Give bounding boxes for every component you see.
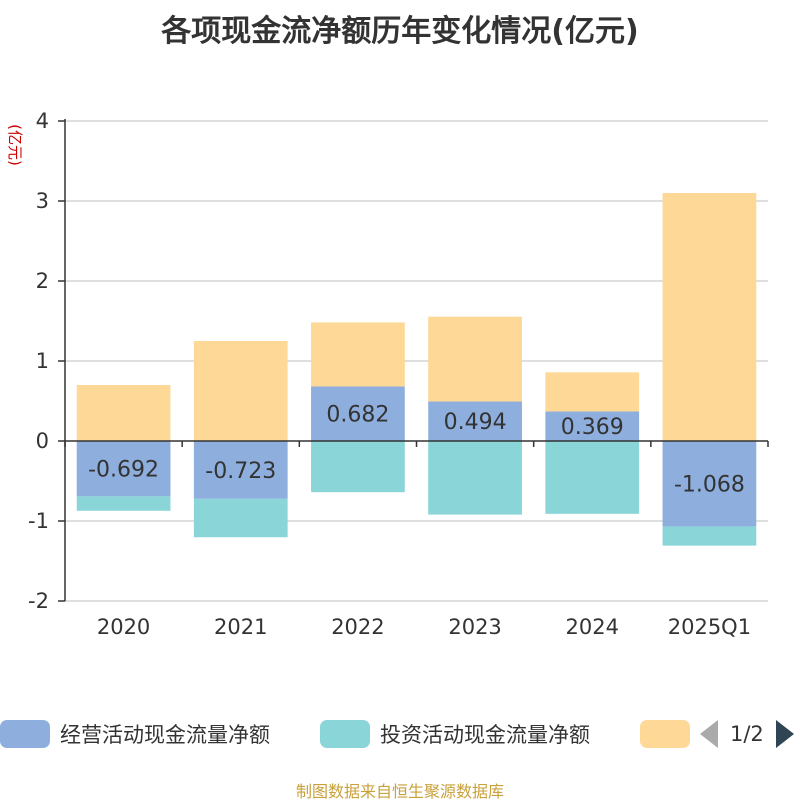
next-page-icon[interactable] <box>775 720 794 748</box>
y-tick-label: 1 <box>36 349 49 373</box>
bar-segment <box>662 441 757 527</box>
bar-segment <box>76 496 171 511</box>
x-tick-label: 2023 <box>448 615 501 639</box>
data-label: -0.692 <box>88 458 159 483</box>
bar-segment <box>428 316 522 402</box>
data-label: 0.494 <box>444 410 507 435</box>
legend-item-financing[interactable] <box>640 716 690 752</box>
bar-segment <box>193 441 288 499</box>
y-tick-label: -1 <box>28 509 49 533</box>
legend-swatch-operating <box>0 720 50 748</box>
legend-pager: 1/2 <box>700 716 794 752</box>
legend-swatch-financing <box>640 720 690 748</box>
bar-segment <box>545 372 640 412</box>
legend-label-operating: 经营活动现金流量净额 <box>60 723 270 747</box>
x-tick-label: 2020 <box>97 615 150 639</box>
legend-page-indicator: 1/2 <box>730 722 764 746</box>
legend-swatch-investing <box>320 720 370 748</box>
y-tick-label: 3 <box>36 189 49 213</box>
data-source-note: 制图数据来自恒生聚源数据库 <box>295 782 504 801</box>
bar-segment <box>311 386 405 441</box>
data-label: 0.369 <box>561 415 624 440</box>
x-tick-label: 2025Q1 <box>668 615 751 639</box>
bar-segment <box>662 193 757 441</box>
bar-segment <box>428 441 522 515</box>
bar-chart: -2 -1 0 1 2 3 4 2020 2021 2022 2023 2024 2025Q1 -0.6… <box>6 109 769 639</box>
legend-item-operating[interactable]: 经营活动现金流量净额 <box>0 716 270 752</box>
bar-segment <box>193 341 288 441</box>
y-tick-label: -2 <box>28 589 49 613</box>
bar-segment <box>545 411 640 441</box>
data-label: 0.682 <box>326 403 389 428</box>
x-tick-label: 2022 <box>331 615 384 639</box>
bar-segment <box>311 441 405 493</box>
grid-lines <box>65 120 768 602</box>
legend-item-investing[interactable]: 投资活动现金流量净额 <box>320 716 590 752</box>
chart-title: 各项现金流净额历年变化情况(亿元) <box>161 14 639 49</box>
y-tick-label: 4 <box>36 109 49 133</box>
data-label: -1.068 <box>674 473 745 498</box>
legend: 经营活动现金流量净额 投资活动现金流量净额 1/2 <box>0 716 800 752</box>
legend-label-investing: 投资活动现金流量净额 <box>380 723 590 747</box>
data-label: -0.723 <box>205 459 276 484</box>
prev-page-icon[interactable] <box>700 720 718 748</box>
bar-segment <box>76 385 171 441</box>
data-labels: -0.692 -0.723 0.682 0.494 0.369 -1.068 <box>88 403 745 498</box>
bar-segment <box>545 441 640 514</box>
bars <box>76 193 757 546</box>
y-tick-label: 0 <box>36 429 49 453</box>
bar-segment <box>311 322 405 387</box>
x-tick-label: 2024 <box>566 615 619 639</box>
bar-segment <box>193 498 288 538</box>
bar-segment <box>662 526 757 546</box>
axes: -2 -1 0 1 2 3 4 2020 2021 2022 2023 2024 2025Q1 <box>28 109 769 639</box>
y-tick-label: 2 <box>36 269 49 293</box>
bar-segment <box>428 401 522 441</box>
bar-segment <box>76 441 171 497</box>
y-axis-label: (亿元) <box>6 124 24 166</box>
x-tick-label: 2021 <box>214 615 267 639</box>
